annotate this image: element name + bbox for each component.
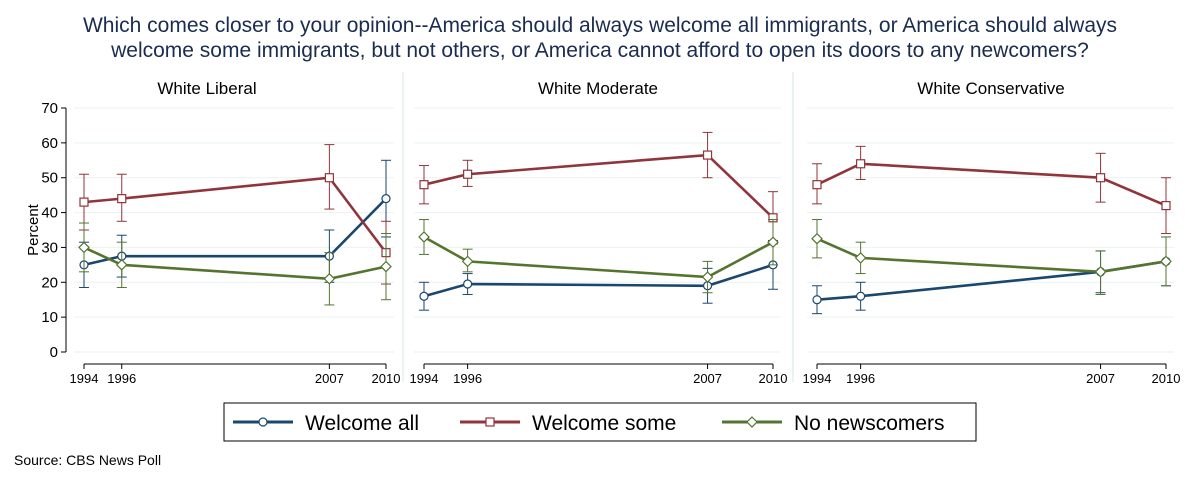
data-point-welcome-some [419, 180, 429, 190]
data-point-welcome-some [324, 173, 334, 183]
panel-2: White Moderate 1994 1996 2007 2010 [410, 79, 788, 386]
legend-marker-no-newcomers [746, 416, 758, 428]
x-tick-label: 2007 [315, 371, 344, 386]
data-point-welcome-all [812, 295, 822, 305]
legend-item-no-newcomers: No newscomers [722, 412, 945, 435]
legend-item-welcome-all: Welcome all [233, 412, 419, 435]
source-note: Source: CBS News Poll [14, 452, 161, 468]
panel-background-3 [794, 72, 1182, 382]
data-point-welcome-some [702, 150, 713, 160]
data-point-welcome-some [463, 169, 473, 179]
data-point-no-newcomers [461, 255, 474, 268]
series-line-no-newcomers [423, 235, 774, 279]
chart-panels: White Liberal 0 10 20 30 40 50 60 70 1994 1996 2007… [41, 79, 1180, 386]
data-point-welcome-all [463, 279, 473, 289]
y-axis-label: Percent [25, 203, 42, 256]
data-point-no-newcomers [811, 232, 823, 245]
x-tick-label: 1994 [410, 371, 439, 386]
series-line-welcome-all [423, 263, 774, 298]
x-tick-label: 2010 [1152, 371, 1181, 386]
series-no-newcomers [78, 222, 392, 306]
data-point-no-newcomers [78, 241, 90, 254]
data-point-welcome-some [1161, 201, 1171, 211]
series-line-welcome-some [423, 153, 774, 219]
data-point-no-newcomers [701, 271, 714, 283]
x-tick-label: 2007 [1086, 371, 1115, 386]
series-line-no-newcomers [816, 237, 1167, 274]
x-tick-label: 2007 [693, 371, 722, 386]
data-point-welcome-all [381, 194, 391, 204]
y-tick-label: 0 [50, 344, 58, 361]
legend-marker-welcome-all [258, 417, 268, 427]
panel-1: White Liberal 0 10 20 30 40 50 60 70 1994 1996 2007… [41, 79, 400, 386]
legend-label-welcome-some: Welcome some [532, 412, 676, 435]
y-tick-label: 70 [41, 100, 58, 117]
data-point-no-newcomers [854, 252, 867, 264]
series-line-welcome-all [83, 197, 387, 267]
legend-item-welcome-some: Welcome some [460, 412, 676, 435]
series-welcome-some [812, 145, 1171, 234]
x-tick-label: 2010 [759, 371, 788, 386]
x-tick-label: 1996 [107, 371, 136, 386]
x-tick-label: 2010 [372, 371, 401, 386]
data-point-no-newcomers [767, 236, 779, 249]
panel-background-1 [18, 72, 402, 382]
legend-box [223, 402, 977, 442]
x-tick-label: 1996 [453, 371, 482, 386]
series-no-newcomers [811, 219, 1172, 295]
y-tick-label: 50 [41, 170, 58, 187]
data-point-no-newcomers [323, 272, 336, 285]
data-point-welcome-all [419, 291, 429, 301]
legend-label-no-newcomers: No newscomers [794, 412, 945, 435]
series-line-no-newcomers [83, 246, 387, 281]
x-tick-label: 1994 [803, 371, 832, 386]
data-point-no-newcomers [1094, 265, 1107, 278]
chart-title-line-2: welcome some immigrants, but not others,… [110, 39, 1089, 62]
data-point-welcome-all [856, 291, 866, 301]
series-line-welcome-some [816, 162, 1167, 207]
series-no-newcomers [418, 219, 779, 294]
data-point-no-newcomers [115, 259, 128, 271]
data-point-welcome-some [856, 159, 866, 169]
y-tick-label: 60 [41, 135, 58, 152]
legend: Welcome all Welcome some No newscomers [223, 402, 977, 442]
data-point-welcome-some [1095, 173, 1106, 183]
panel-background-2 [404, 72, 792, 382]
y-tick-label: 20 [41, 274, 58, 291]
data-point-welcome-some [117, 194, 127, 204]
x-tick-label: 1996 [846, 371, 875, 386]
legend-marker-welcome-some [485, 417, 495, 427]
data-point-no-newcomers [380, 260, 392, 273]
x-tick-label: 1994 [70, 371, 99, 386]
panel-title-3: White Conservative [917, 79, 1064, 98]
data-point-no-newcomers [418, 231, 430, 243]
chart-title-line-1: Which comes closer to your opinion--Amer… [83, 14, 1117, 37]
panel-3: White Conservative 1994 1996 2007 2010 [803, 79, 1181, 386]
y-tick-label: 10 [41, 309, 58, 326]
series-welcome-some [419, 131, 778, 245]
series-line-welcome-some [83, 176, 388, 254]
data-point-no-newcomers [1160, 255, 1172, 268]
panel-title-2: White Moderate [538, 79, 658, 98]
legend-label-welcome-all: Welcome all [305, 412, 419, 435]
y-tick-label: 40 [41, 205, 58, 222]
data-point-welcome-some [79, 197, 89, 207]
data-point-welcome-some [812, 180, 822, 190]
y-tick-label: 30 [41, 239, 58, 256]
panel-title-1: White Liberal [157, 79, 256, 98]
